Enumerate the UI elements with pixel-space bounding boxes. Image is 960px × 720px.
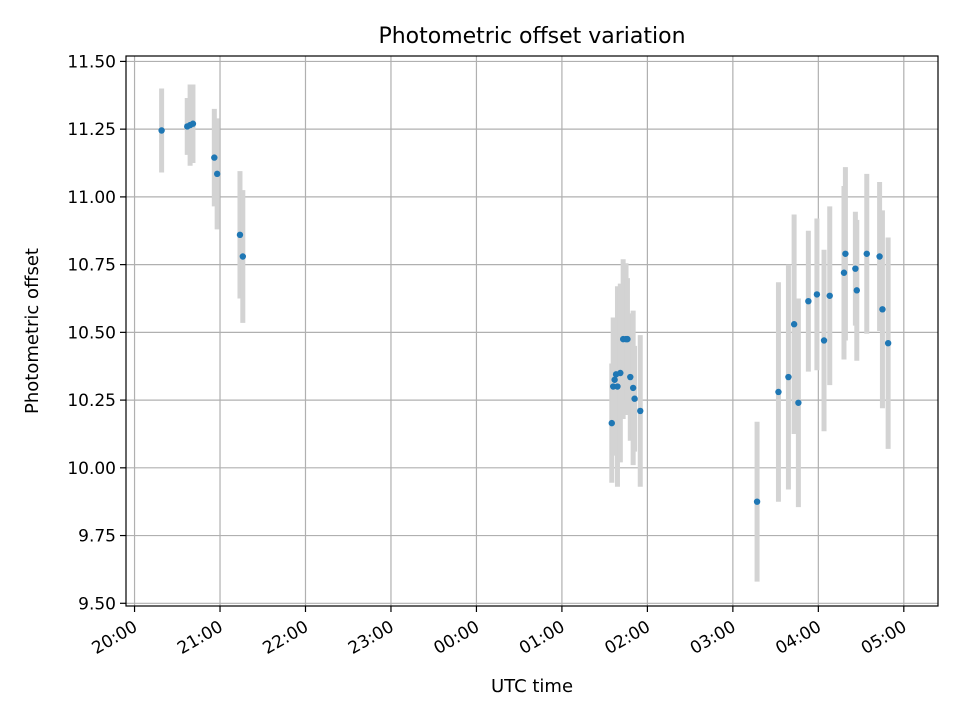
data-point bbox=[876, 253, 883, 260]
data-point bbox=[211, 154, 218, 161]
data-point bbox=[617, 369, 624, 377]
y-tick-label: 11.50 bbox=[67, 52, 116, 72]
data-point bbox=[805, 297, 812, 305]
data-point bbox=[189, 120, 197, 127]
x-tick-label: 02:00 bbox=[601, 617, 653, 659]
data-point bbox=[753, 498, 761, 505]
error-bars bbox=[159, 84, 891, 582]
x-tick-label: 22:00 bbox=[260, 617, 312, 659]
data-point bbox=[884, 339, 892, 347]
grid bbox=[126, 56, 938, 606]
data-point bbox=[236, 231, 244, 239]
data-point bbox=[840, 269, 848, 276]
y-tick-label: 9.75 bbox=[78, 527, 116, 547]
data-points bbox=[158, 120, 892, 505]
y-tick-label: 10.00 bbox=[67, 459, 116, 479]
x-axis-label: UTC time bbox=[491, 676, 573, 697]
x-tick-label: 20:00 bbox=[89, 617, 141, 659]
y-tick-label: 11.25 bbox=[67, 120, 116, 140]
data-point bbox=[624, 335, 631, 343]
data-point bbox=[608, 419, 615, 427]
data-point bbox=[213, 170, 221, 178]
data-point bbox=[863, 250, 870, 257]
data-point bbox=[158, 127, 165, 134]
data-point bbox=[813, 291, 821, 298]
y-axis-label: Photometric offset bbox=[22, 248, 43, 414]
data-point bbox=[775, 388, 782, 396]
x-tick-label: 21:00 bbox=[174, 617, 226, 659]
y-tick-label: 9.50 bbox=[78, 594, 116, 614]
x-tick-label: 00:00 bbox=[431, 617, 483, 659]
data-point bbox=[795, 399, 802, 406]
x-tick-label: 23:00 bbox=[345, 617, 397, 659]
data-point bbox=[853, 287, 860, 294]
x-tick-label: 01:00 bbox=[516, 617, 568, 659]
data-point bbox=[631, 395, 638, 402]
x-tick-label: 04:00 bbox=[772, 617, 824, 659]
data-point bbox=[785, 373, 792, 381]
x-tick-label: 05:00 bbox=[858, 617, 910, 659]
plot-frame bbox=[125, 55, 939, 607]
data-point bbox=[614, 383, 621, 390]
data-point bbox=[629, 384, 637, 392]
data-point bbox=[852, 265, 859, 272]
data-point bbox=[627, 373, 634, 381]
y-tick-label: 10.25 bbox=[67, 391, 116, 411]
y-tick-label: 11.00 bbox=[67, 188, 116, 208]
data-point bbox=[842, 250, 849, 257]
data-point bbox=[611, 376, 618, 383]
x-tick-label: 03:00 bbox=[687, 617, 739, 659]
data-point bbox=[820, 337, 828, 344]
y-tick-label: 10.75 bbox=[67, 256, 116, 276]
y-tick-label: 10.50 bbox=[67, 323, 116, 343]
data-point bbox=[637, 407, 644, 415]
data-point bbox=[826, 292, 833, 299]
data-point bbox=[790, 321, 798, 328]
chart-title: Photometric offset variation bbox=[378, 24, 685, 49]
data-point bbox=[879, 306, 886, 313]
data-point bbox=[239, 253, 247, 260]
